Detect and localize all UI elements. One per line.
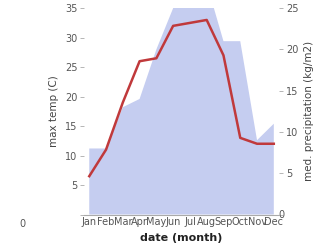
- Text: 0: 0: [279, 209, 285, 220]
- X-axis label: date (month): date (month): [140, 233, 223, 243]
- Text: 0: 0: [20, 219, 26, 229]
- Y-axis label: max temp (C): max temp (C): [49, 75, 59, 147]
- Y-axis label: med. precipitation (kg/m2): med. precipitation (kg/m2): [304, 41, 314, 181]
